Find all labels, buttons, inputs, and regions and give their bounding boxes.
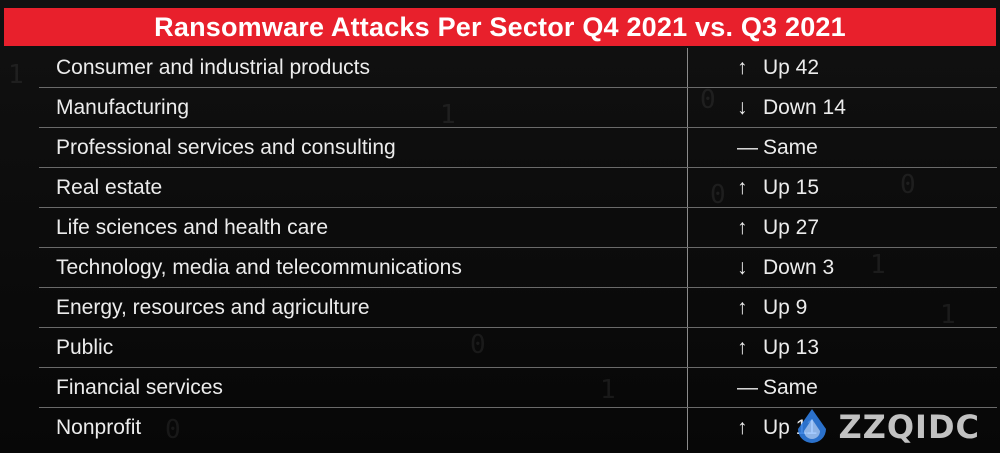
- column-divider: [687, 48, 688, 450]
- watermark: ZZQIDC: [792, 407, 980, 447]
- sector-label: Nonprofit: [56, 416, 142, 439]
- table-row: Real estate ↑ Up 15: [39, 168, 997, 208]
- sector-label: Life sciences and health care: [56, 216, 329, 239]
- sector-label: Financial services: [56, 376, 223, 399]
- trend-down-icon: ↓: [737, 256, 748, 279]
- sector-label: Real estate: [56, 176, 163, 199]
- change-value: Up 42: [763, 56, 820, 79]
- trend-down-icon: ↓: [737, 96, 748, 119]
- sector-label: Technology, media and telecommunications: [56, 256, 462, 279]
- table-row: Life sciences and health care ↑ Up 27: [39, 208, 997, 248]
- change-cell: ↑ Up 42: [737, 48, 819, 88]
- change-value: Up 27: [763, 216, 820, 239]
- sector-table: Consumer and industrial products ↑ Up 42 Ma…: [39, 48, 997, 450]
- change-cell: ↑ Up 15: [737, 168, 819, 208]
- table-row: Professional services and consulting — Sam…: [39, 128, 997, 168]
- table-row: Financial services — Same: [39, 368, 997, 408]
- trend-same-icon: —: [737, 136, 758, 159]
- change-cell: — Same: [737, 128, 818, 168]
- sector-label: Consumer and industrial products: [56, 56, 370, 79]
- change-cell: ↓ Down 14: [737, 88, 846, 128]
- sector-label: Public: [56, 336, 114, 359]
- watermark-text: ZZQIDC: [838, 408, 980, 446]
- watermark-logo-icon: [798, 409, 827, 443]
- sector-label: Professional services and consulting: [56, 136, 396, 159]
- change-value: Same: [763, 376, 818, 399]
- trend-up-icon: ↑: [737, 56, 748, 79]
- change-cell: ↑ Up 13: [737, 328, 819, 368]
- page-title: Ransomware Attacks Per Sector Q4 2021 vs…: [154, 11, 846, 42]
- change-value: Up 9: [763, 296, 808, 319]
- change-value: Down 14: [763, 96, 846, 119]
- table-row: Manufacturing ↓ Down 14: [39, 88, 997, 128]
- trend-up-icon: ↑: [737, 216, 748, 239]
- trend-up-icon: ↑: [737, 176, 748, 199]
- trend-up-icon: ↑: [737, 336, 748, 359]
- change-cell: — Same: [737, 368, 818, 408]
- trend-up-icon: ↑: [737, 296, 748, 319]
- trend-up-icon: ↑: [737, 416, 748, 439]
- change-value: Down 3: [763, 256, 835, 279]
- trend-same-icon: —: [737, 376, 758, 399]
- change-value: Up 13: [763, 336, 820, 359]
- table-row: Energy, resources and agriculture ↑ Up 9: [39, 288, 997, 328]
- table-row: Consumer and industrial products ↑ Up 42: [39, 48, 997, 88]
- sector-label: Energy, resources and agriculture: [56, 296, 370, 319]
- change-value: Same: [763, 136, 818, 159]
- change-cell: ↑ Up 27: [737, 208, 819, 248]
- table-row: Public ↑ Up 13: [39, 328, 997, 368]
- change-value: Up 15: [763, 176, 820, 199]
- change-cell: ↓ Down 3: [737, 248, 834, 288]
- title-bar: Ransomware Attacks Per Sector Q4 2021 vs…: [4, 8, 996, 46]
- change-cell: ↑ Up 9: [737, 288, 807, 328]
- sector-label: Manufacturing: [56, 96, 190, 119]
- table-row: Technology, media and telecommunications…: [39, 248, 997, 288]
